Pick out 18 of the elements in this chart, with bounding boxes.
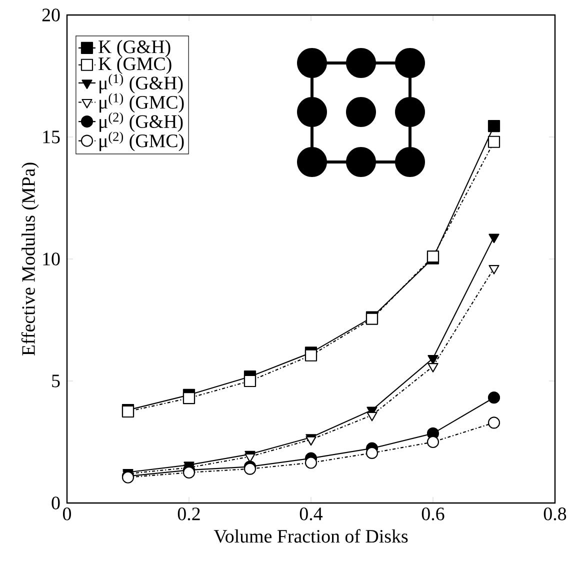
y-tick-label: 0 xyxy=(52,496,60,510)
legend-label: K (GMC) xyxy=(98,56,172,74)
legend-label: μ$^{(2)}$ (GMC) xyxy=(100,132,184,152)
legend-label: K (G&H) xyxy=(98,40,170,58)
legend-label: μ$^{(1)}$ (GMC) xyxy=(100,93,184,113)
x-tick-label: 0.4 xyxy=(300,508,323,520)
x-tick-label: 0 xyxy=(62,508,71,520)
y-tick-label: 10 xyxy=(43,252,60,266)
x-tick-label: 0.2 xyxy=(178,508,200,520)
y-tick-label: 20 xyxy=(42,8,60,22)
y-axis-title: Effective Modulus (MPa) xyxy=(21,162,39,356)
y-tick-label: 5 xyxy=(52,374,60,388)
x-axis-title: Volume Fraction of Disks xyxy=(214,529,408,543)
y-tick-label: 15 xyxy=(43,130,60,144)
x-tick-label: 0.8 xyxy=(544,508,566,520)
x-tick-label: 0.6 xyxy=(422,508,444,520)
legend-label: μ$^{(1)}$ (G&H) xyxy=(100,74,183,94)
legend-label: μ$^{(2)}$ (G&H) xyxy=(100,112,183,132)
